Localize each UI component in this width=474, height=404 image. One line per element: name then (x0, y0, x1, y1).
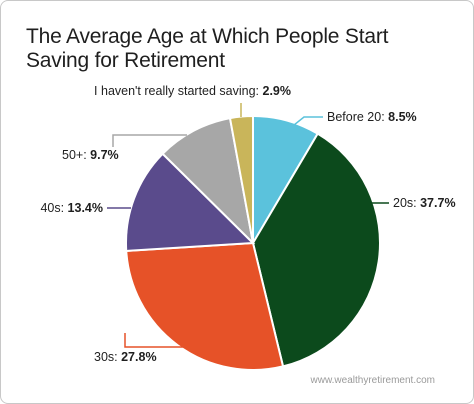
leader-30s (124, 333, 187, 348)
leader-50-plus (112, 134, 187, 147)
label-40s: 40s: 13.4% (40, 201, 103, 215)
label-20s: 20s: 37.7% (393, 196, 456, 210)
label-not-started: I haven't really started saving: 2.9% (94, 84, 291, 98)
watermark: www.wealthyretirement.com (310, 375, 435, 386)
label-50-plus: 50+: 9.7% (62, 148, 119, 162)
slice-30s (125, 241, 285, 371)
slice-50-plus (161, 116, 255, 246)
slice-40s (125, 152, 256, 253)
slice-20s (251, 132, 381, 368)
leader-lines (107, 103, 389, 348)
label-before-20: Before 20: 8.5% (327, 110, 417, 124)
leader-before-20 (288, 116, 323, 130)
label-30s: 30s: 27.8% (94, 350, 157, 364)
chart-title: The Average Age at Which People Start Sa… (26, 25, 389, 72)
slice-labels: Before 20: 8.5% 20s: 37.7% 30s: 27.8% 40s: … (40, 84, 455, 364)
pie-slices (125, 114, 381, 371)
